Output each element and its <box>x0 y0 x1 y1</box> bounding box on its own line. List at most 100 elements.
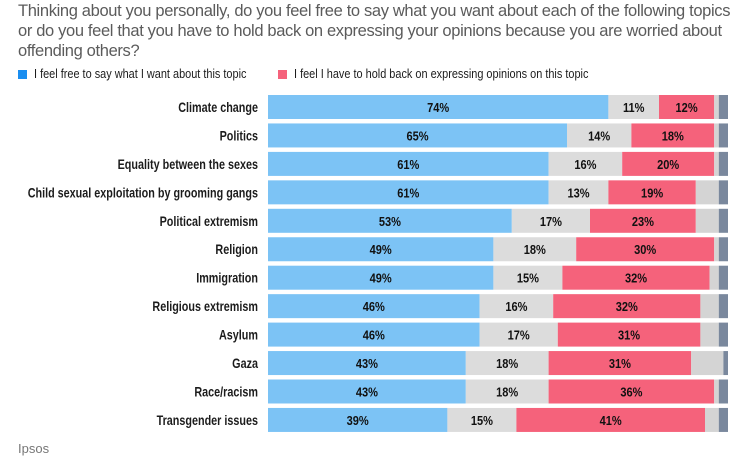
category-label: Religious extremism <box>152 299 258 314</box>
data-label-hold_back: 20% <box>657 157 679 172</box>
legend-item-hold-back: I feel I have to hold back on expressing… <box>278 65 645 83</box>
bar-segment-hold_back <box>576 237 715 262</box>
bar-segment-hold_back <box>548 379 715 404</box>
bar-segment-free <box>268 180 549 205</box>
data-label-neutral: 11% <box>623 100 645 115</box>
bar-segment-free <box>268 123 567 148</box>
data-label-free: 46% <box>363 299 385 314</box>
bar-segment-hold_back <box>557 322 701 347</box>
data-label-hold_back: 32% <box>616 299 638 314</box>
bar-row: Gaza 43% 18% 31% <box>232 351 728 376</box>
bar-segment-neutral <box>493 265 563 290</box>
bar-segment-neutral <box>447 407 517 432</box>
data-label-free: 43% <box>356 385 378 400</box>
bar-segment-dont_know <box>714 95 719 119</box>
category-label: Immigration <box>196 271 258 286</box>
bar-segment-free <box>268 151 549 176</box>
bar-segment-other <box>718 123 728 148</box>
data-label-free: 74% <box>427 100 449 115</box>
bar-segment-dont_know <box>695 208 719 233</box>
bar-segment-hold_back <box>562 265 710 290</box>
category-label: Religion <box>215 242 258 257</box>
legend-swatch-hold-back <box>278 69 287 79</box>
data-label-neutral: 17% <box>508 328 530 343</box>
bar-row: Political extremism 53% 17% 23% <box>160 208 728 233</box>
category-label: Child sexual exploitation by grooming ga… <box>28 185 258 200</box>
data-label-neutral: 16% <box>505 299 527 314</box>
bar-row: Transgender issues 39% 15% 41% <box>157 407 728 432</box>
category-label: Political extremism <box>160 214 259 229</box>
bar-segment-free <box>268 322 480 347</box>
bar-segment-free <box>268 95 609 119</box>
bar-segment-hold_back <box>608 180 696 205</box>
data-label-neutral: 15% <box>471 413 493 428</box>
bar-segment-neutral <box>479 322 558 347</box>
bar-segment-free <box>268 265 494 290</box>
bar-segment-hold_back <box>548 351 692 376</box>
category-label: Race/racism <box>194 384 258 399</box>
data-label-neutral: 18% <box>496 356 518 371</box>
data-label-hold_back: 18% <box>662 129 684 144</box>
data-label-hold_back: 31% <box>609 356 631 371</box>
bar-segment-dont_know <box>695 180 719 205</box>
bar-row: Race/racism 43% 18% 36% <box>194 379 728 404</box>
bar-segment-dont_know <box>714 237 719 262</box>
bar-row: Climate change 74% 11% 12% <box>178 95 728 119</box>
bar-row: Child sexual exploitation by grooming ga… <box>28 180 728 205</box>
data-label-free: 49% <box>370 242 392 257</box>
bar-segment-other <box>718 379 728 404</box>
bar-segment-other <box>718 95 728 119</box>
legend-label-hold-back: I feel I have to hold back on expressing… <box>294 66 589 81</box>
data-label-free: 46% <box>363 328 385 343</box>
bar-segment-other <box>718 265 728 290</box>
data-label-hold_back: 31% <box>618 328 640 343</box>
bar-segment-other <box>718 151 728 176</box>
category-label: Politics <box>220 128 259 143</box>
data-label-hold_back: 23% <box>632 214 654 229</box>
legend-label-free: I feel free to say what I want about thi… <box>34 66 247 81</box>
bar-row: Politics 65% 14% 18% <box>220 123 728 148</box>
chart-title: Thinking about you personally, do you fe… <box>18 2 731 60</box>
bar-segment-free <box>268 237 494 262</box>
data-label-hold_back: 32% <box>625 271 647 286</box>
bar-segment-free <box>268 208 512 233</box>
bar-segment-other <box>718 180 728 205</box>
data-label-hold_back: 19% <box>641 185 663 200</box>
bar-segment-free <box>268 294 480 319</box>
legend-item-free: I feel free to say what I want about thi… <box>18 65 252 83</box>
category-label: Gaza <box>232 356 258 371</box>
data-label-hold_back: 30% <box>634 242 656 257</box>
data-label-free: 43% <box>356 356 378 371</box>
bar-segment-hold_back <box>590 208 696 233</box>
bar-segment-neutral <box>548 151 623 176</box>
bar-segment-neutral <box>465 379 549 404</box>
bar-segment-neutral <box>479 294 554 319</box>
legend-swatch-free <box>18 69 27 79</box>
data-label-neutral: 15% <box>517 271 539 286</box>
bar-segment-other <box>723 351 728 376</box>
bar-segment-neutral <box>548 180 609 205</box>
bar-row: Immigration 49% 15% 32% <box>196 265 728 290</box>
data-label-free: 53% <box>379 214 401 229</box>
bar-segment-hold_back <box>622 151 715 176</box>
bar-segment-hold_back <box>631 123 715 148</box>
bar-segment-other <box>718 208 728 233</box>
category-label: Climate change <box>178 100 258 115</box>
bar-row: Equality between the sexes 61% 16% 20% <box>118 151 728 176</box>
legend: I feel free to say what I want about thi… <box>18 66 671 82</box>
data-label-free: 39% <box>347 413 369 428</box>
data-label-neutral: 18% <box>524 242 546 257</box>
source-label: Ipsos <box>18 441 50 456</box>
bar-segment-free <box>268 407 448 432</box>
bar-row: Asylum 46% 17% 31% <box>219 322 728 347</box>
category-label: Equality between the sexes <box>118 157 259 172</box>
bar-segment-hold_back <box>659 95 715 119</box>
data-label-free: 61% <box>397 157 419 172</box>
bar-segment-neutral <box>567 123 632 148</box>
bar-segment-neutral <box>493 237 577 262</box>
data-label-neutral: 17% <box>540 214 562 229</box>
bar-segment-neutral <box>465 351 549 376</box>
data-label-neutral: 16% <box>574 157 596 172</box>
data-label-hold_back: 12% <box>676 100 698 115</box>
